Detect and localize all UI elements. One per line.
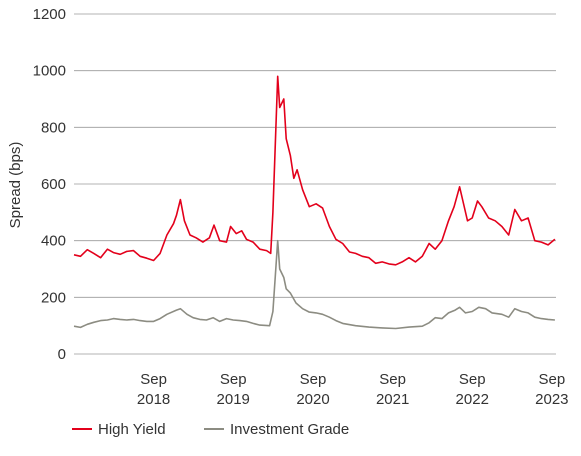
- y-axis: 0 200 400 600 800 1000 1200: [33, 6, 66, 363]
- legend-item: Investment Grade: [204, 421, 349, 438]
- x-tick-year: 2018: [137, 391, 170, 408]
- x-tick: Sep 2022: [456, 371, 489, 408]
- x-axis: Sep 2018 Sep 2019 Sep 2020 Sep 2021 Sep 2022 Sep 20…: [137, 371, 569, 408]
- legend-item: High Yield: [72, 421, 166, 438]
- x-tick-month: Sep: [539, 371, 566, 388]
- x-tick-year: 2023: [535, 391, 568, 408]
- series-line-investment-grade: [73, 239, 555, 330]
- x-tick: Sep 2018: [137, 371, 170, 408]
- y-tick-label: 600: [41, 176, 66, 193]
- x-tick-month: Sep: [220, 371, 247, 388]
- y-tick-label: 200: [41, 289, 66, 306]
- y-tick-label: 1200: [33, 6, 66, 23]
- x-tick-month: Sep: [140, 371, 167, 388]
- x-tick: Sep 2019: [217, 371, 250, 408]
- legend-label: Investment Grade: [230, 421, 349, 438]
- x-tick-month: Sep: [300, 371, 327, 388]
- x-tick: Sep 2020: [296, 371, 329, 408]
- x-tick-year: 2021: [376, 391, 409, 408]
- x-tick-year: 2019: [217, 391, 250, 408]
- y-tick-label: 0: [58, 346, 66, 363]
- legend-label: High Yield: [98, 421, 166, 438]
- series-line-high-yield: [73, 75, 556, 266]
- y-tick-label: 400: [41, 233, 66, 250]
- x-tick-year: 2020: [296, 391, 329, 408]
- y-axis-title: Spread (bps): [7, 142, 24, 229]
- y-tick-label: 800: [41, 119, 66, 136]
- legend: High Yield Investment Grade: [72, 421, 349, 438]
- series-layer: [73, 75, 556, 330]
- y-tick-label: 1000: [33, 63, 66, 80]
- x-tick: Sep 2023: [535, 371, 568, 408]
- gridlines: [74, 13, 556, 355]
- x-tick: Sep 2021: [376, 371, 409, 408]
- x-tick-month: Sep: [379, 371, 406, 388]
- x-tick-year: 2022: [456, 391, 489, 408]
- x-tick-month: Sep: [459, 371, 486, 388]
